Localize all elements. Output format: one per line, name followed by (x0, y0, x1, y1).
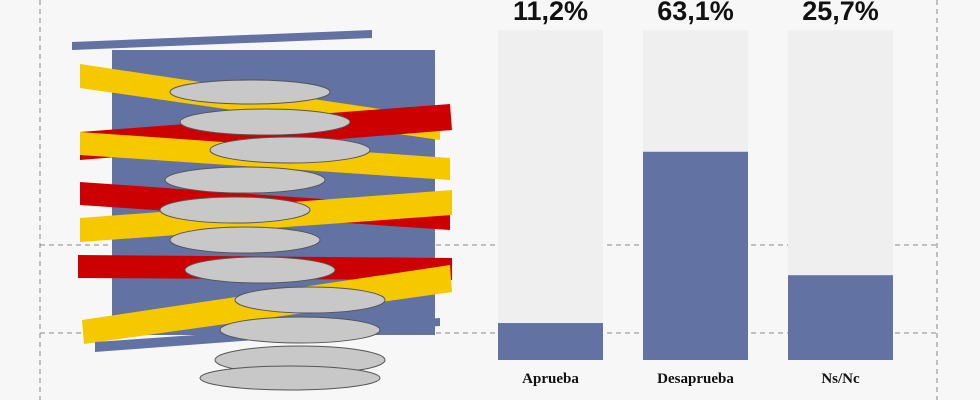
value-label: 11,2% (513, 0, 588, 26)
value-label: 25,7% (802, 0, 879, 26)
x-tick-label: Desaprueba (657, 371, 734, 387)
value-label: 63,1% (657, 0, 734, 26)
x-tick-label: Ns/Nc (821, 371, 860, 387)
bar (498, 323, 603, 360)
bar-track (498, 30, 603, 360)
coins-illustration (72, 30, 452, 391)
bar (788, 275, 893, 360)
x-tick-label: Aprueba (522, 371, 579, 387)
bar (643, 151, 748, 360)
